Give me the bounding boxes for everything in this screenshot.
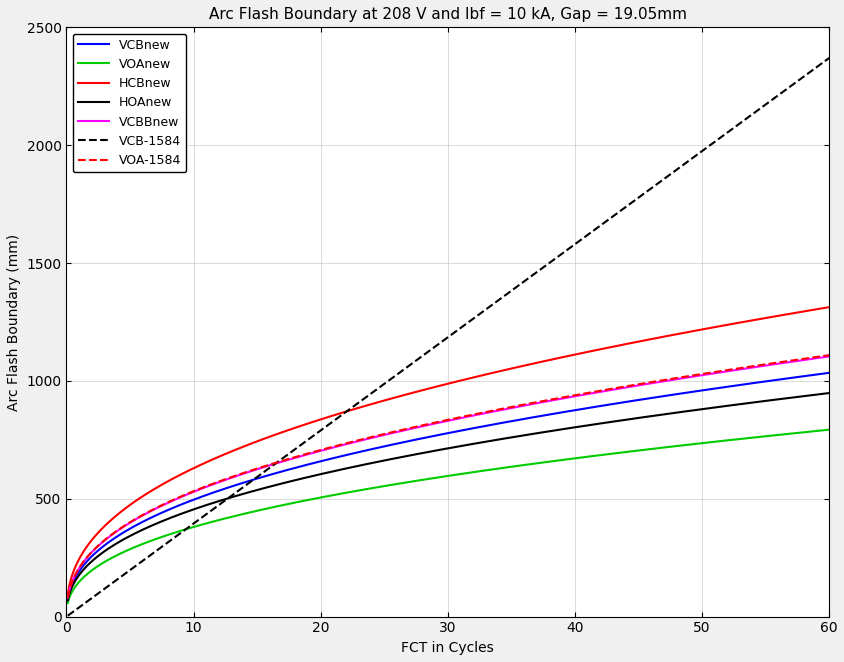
VCBBnew (516, 402, 526, 410)
VOAnew (823, 426, 833, 434)
VCBBnew (429, 420, 439, 428)
VOAnew (429, 474, 439, 482)
HOAnew (823, 389, 833, 397)
VCB-1584 (823, 54, 833, 62)
HOAnew (686, 406, 696, 414)
VOA-1584 (474, 409, 484, 417)
HOAnew (805, 391, 815, 399)
HCBnew (823, 303, 833, 311)
VCB-1584 (474, 310, 484, 318)
VCB-1584 (805, 68, 815, 75)
Line: VCBnew: VCBnew (68, 373, 828, 599)
VCBnew (424, 433, 434, 441)
VCB-1584 (516, 280, 526, 288)
VOAnew (805, 428, 815, 436)
VOA-1584 (429, 419, 439, 427)
HCBnew (516, 362, 526, 370)
VOAnew (62, 599, 73, 607)
VCB-1584 (429, 344, 439, 352)
VOAnew (474, 467, 484, 475)
HOAnew (429, 447, 439, 455)
HCBnew (474, 372, 484, 380)
HOAnew (424, 448, 434, 455)
VOAnew (424, 475, 434, 483)
HCBnew (429, 383, 439, 391)
HCBnew (424, 385, 434, 393)
VCBBnew (823, 352, 833, 360)
Y-axis label: Arc Flash Boundary (mm): Arc Flash Boundary (mm) (7, 234, 21, 410)
HCBnew (686, 328, 696, 336)
X-axis label: FCT in Cycles: FCT in Cycles (401, 641, 494, 655)
Line: VOAnew: VOAnew (68, 430, 828, 603)
VCBnew (823, 369, 833, 377)
VCBBnew (805, 355, 815, 363)
Line: HCBnew: HCBnew (68, 307, 828, 594)
VCB-1584 (62, 612, 73, 620)
VOA-1584 (805, 354, 815, 361)
VOA-1584 (516, 401, 526, 409)
VCBnew (805, 371, 815, 379)
VCBBnew (62, 594, 73, 602)
Line: VCBBnew: VCBBnew (68, 356, 828, 598)
HCBnew (805, 307, 815, 314)
Line: VCB-1584: VCB-1584 (68, 58, 828, 616)
VCBnew (429, 432, 439, 440)
VCBBnew (424, 421, 434, 429)
VCBnew (516, 416, 526, 424)
Legend: VCBnew, VOAnew, HCBnew, HOAnew, VCBBnew, VCB-1584, VOA-1584: VCBnew, VOAnew, HCBnew, HOAnew, VCBBnew,… (73, 34, 187, 172)
VOA-1584 (424, 420, 434, 428)
VCBnew (474, 423, 484, 431)
VOA-1584 (686, 371, 696, 379)
VCBBnew (474, 410, 484, 418)
HOAnew (62, 596, 73, 604)
VOA-1584 (823, 351, 833, 359)
VOAnew (516, 461, 526, 469)
VCB-1584 (424, 347, 434, 355)
VCBnew (686, 388, 696, 396)
VOAnew (686, 440, 696, 448)
HOAnew (516, 432, 526, 440)
VCB-1584 (686, 154, 696, 162)
Line: HOAnew: HOAnew (68, 393, 828, 600)
Line: VOA-1584: VOA-1584 (68, 355, 828, 598)
Title: Arc Flash Boundary at 208 V and Ibf = 10 kA, Gap = 19.05mm: Arc Flash Boundary at 208 V and Ibf = 10… (208, 7, 686, 22)
VOA-1584 (62, 594, 73, 602)
VCBBnew (686, 373, 696, 381)
VCBnew (62, 595, 73, 603)
HOAnew (474, 439, 484, 447)
HCBnew (62, 591, 73, 598)
